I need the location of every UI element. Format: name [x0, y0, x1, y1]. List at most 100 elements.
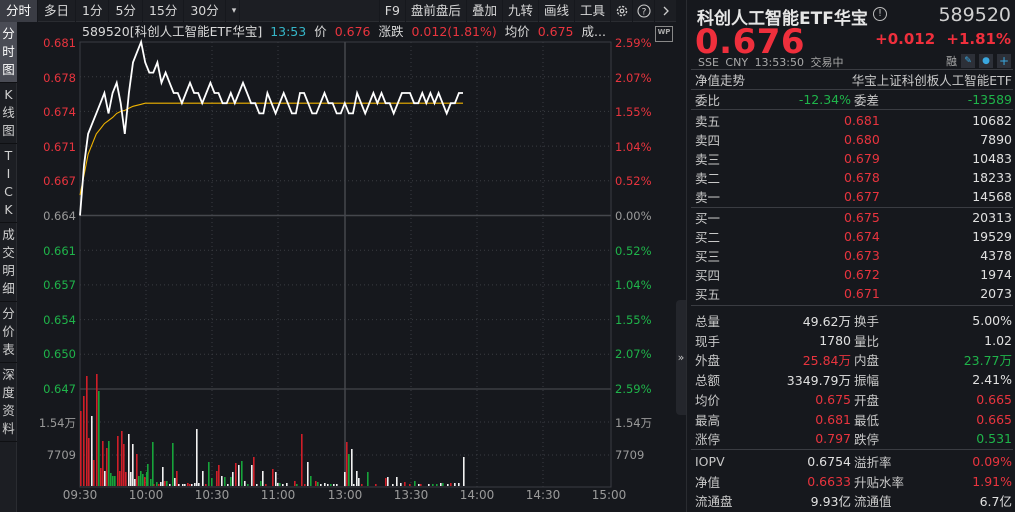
- level-volume: 14568: [972, 189, 1012, 204]
- dropdown-icon[interactable]: ▾: [226, 0, 240, 22]
- sidetab-kline-chart[interactable]: K 线 图: [0, 83, 17, 144]
- avg-price-value: 0.675: [537, 24, 574, 39]
- stat-value: 2.41%: [972, 372, 1012, 388]
- exchange: SSE: [698, 56, 719, 69]
- stat-label: 总量: [695, 314, 721, 329]
- stat-row: 流通盘 9.93亿 流通值 6.7亿: [687, 491, 1015, 510]
- volume-axis-high-right: 1.54万: [615, 416, 653, 430]
- stat-label: 总额: [695, 373, 721, 389]
- stat-value: 0.6754: [807, 454, 851, 469]
- gear-icon[interactable]: [610, 0, 632, 22]
- stat-label: 净值: [695, 474, 721, 490]
- ask-level-row[interactable]: 卖五 0.681 10682: [687, 111, 1015, 130]
- stat-value: 0.675: [815, 391, 851, 407]
- level-price: 0.672: [844, 267, 880, 282]
- quote-actions: 融 ✎ ● +: [946, 53, 1011, 69]
- stat-value: 25.84万: [802, 353, 851, 369]
- tools-button[interactable]: 工具: [573, 0, 610, 22]
- stat-value: 0.6633: [807, 473, 851, 489]
- tab-intraday[interactable]: 分时: [0, 0, 39, 22]
- security-name: 589520[科创人工智能ETF华宝]: [82, 24, 263, 39]
- nav-trend-label[interactable]: 净值走势: [695, 73, 746, 88]
- stat-value: 5.00%: [972, 313, 1012, 328]
- ask-level-row[interactable]: 卖四 0.680 7890: [687, 130, 1015, 149]
- percent-axis-label: 0.52%: [615, 174, 652, 189]
- tab-multi-day[interactable]: 多日: [38, 0, 77, 22]
- stat-value: 0.665: [976, 411, 1012, 427]
- sidetab-intraday-chart[interactable]: 分 时 图: [0, 22, 17, 83]
- chevron-right-icon[interactable]: [654, 0, 676, 22]
- stat-label: 流通盘: [695, 494, 733, 510]
- avg-price-label: 均价: [504, 24, 530, 39]
- nine-turn-button[interactable]: 九转: [501, 0, 538, 22]
- wp-monitor-icon[interactable]: WP: [655, 26, 673, 42]
- divider: [691, 89, 1013, 90]
- last-price: 0.676: [695, 22, 806, 62]
- divider: [691, 69, 1013, 70]
- price-axis-label: 0.657: [43, 278, 76, 293]
- intraday-chart[interactable]: [0, 0, 686, 512]
- pre-post-market-button[interactable]: 盘前盘后: [404, 0, 466, 22]
- divider: [691, 207, 1013, 208]
- bell-icon[interactable]: ●: [979, 54, 993, 68]
- stat-label: 最低: [854, 412, 880, 428]
- level-label: 买五: [695, 287, 721, 302]
- sidetab-depth-data[interactable]: 深 度 资 料: [0, 363, 17, 442]
- bid-level-row[interactable]: 买四 0.672 1974: [687, 265, 1015, 284]
- change-percent: +1.81%: [946, 30, 1011, 48]
- stat-label: 涨停: [695, 432, 721, 448]
- currency: CNY: [725, 56, 749, 69]
- change-value: 0.012(1.81%): [411, 24, 497, 39]
- weicha-label: 委差: [854, 93, 880, 108]
- level-volume: 1974: [980, 267, 1012, 282]
- stat-value: 1.91%: [972, 473, 1012, 489]
- time-axis-label: 15:00: [591, 488, 627, 502]
- current-time: 13:53: [270, 24, 307, 39]
- sidetab-tick[interactable]: T I C K: [0, 144, 17, 223]
- bid-level-row[interactable]: 买一 0.675 20313: [687, 208, 1015, 227]
- bid-level-row[interactable]: 买五 0.671 2073: [687, 284, 1015, 303]
- collapse-panel-toggle[interactable]: »: [676, 300, 686, 415]
- quote-panel: 科创人工智能ETF华宝 ! 589520 0.676 +0.012 +1.81%…: [686, 0, 1015, 512]
- level-price: 0.673: [844, 248, 880, 263]
- tab-1min[interactable]: 1分: [76, 0, 110, 22]
- draw-line-button[interactable]: 画线: [537, 0, 574, 22]
- security-code: 589520: [938, 4, 1011, 26]
- nav-trend-row[interactable]: 净值走势 华宝上证科创板人工智能ETF: [687, 70, 1015, 89]
- time-axis-label: 11:00: [260, 488, 296, 502]
- f9-button[interactable]: F9: [378, 0, 405, 22]
- level-price: 0.674: [844, 229, 880, 244]
- overlay-button[interactable]: 叠加: [465, 0, 502, 22]
- percent-axis-label: 1.04%: [615, 278, 652, 293]
- add-icon[interactable]: +: [997, 54, 1011, 68]
- stat-label: 开盘: [854, 392, 880, 408]
- info-icon[interactable]: !: [873, 7, 887, 21]
- help-icon[interactable]: ?: [632, 0, 654, 22]
- price-value: 0.676: [334, 24, 371, 39]
- tab-5min[interactable]: 5分: [109, 0, 143, 22]
- price-axis-label: 0.650: [43, 347, 76, 362]
- ask-level-row[interactable]: 卖二 0.678 18233: [687, 168, 1015, 187]
- bid-level-row[interactable]: 买三 0.673 4378: [687, 246, 1015, 265]
- change-label: 涨跌: [378, 24, 404, 39]
- sidetab-price-table[interactable]: 分 价 表: [0, 302, 17, 363]
- tab-15min[interactable]: 15分: [143, 0, 185, 22]
- percent-axis-label: 1.55%: [615, 312, 652, 327]
- sidetab-trade-details[interactable]: 成 交 明 细: [0, 223, 17, 302]
- ask-level-row[interactable]: 卖一 0.677 14568: [687, 187, 1015, 206]
- tab-30min[interactable]: 30分: [184, 0, 226, 22]
- level-volume: 19529: [972, 229, 1012, 244]
- level-label: 卖二: [695, 171, 721, 186]
- ask-level-row[interactable]: 卖三 0.679 10483: [687, 149, 1015, 168]
- bid-level-row[interactable]: 买二 0.674 19529: [687, 227, 1015, 246]
- edit-icon[interactable]: ✎: [961, 54, 975, 68]
- order-ratio-row: 委比 -12.34% 委差 -13589: [687, 90, 1015, 109]
- time-axis-label: 09:30: [62, 488, 98, 502]
- divider: [691, 305, 1013, 306]
- time-axis-label: 10:30: [194, 488, 230, 502]
- quote-time: 13:53:50: [754, 56, 804, 69]
- level-price: 0.679: [844, 151, 880, 166]
- security-title: 科创人工智能ETF华宝: [697, 9, 868, 29]
- more-info[interactable]: 成...: [581, 24, 606, 39]
